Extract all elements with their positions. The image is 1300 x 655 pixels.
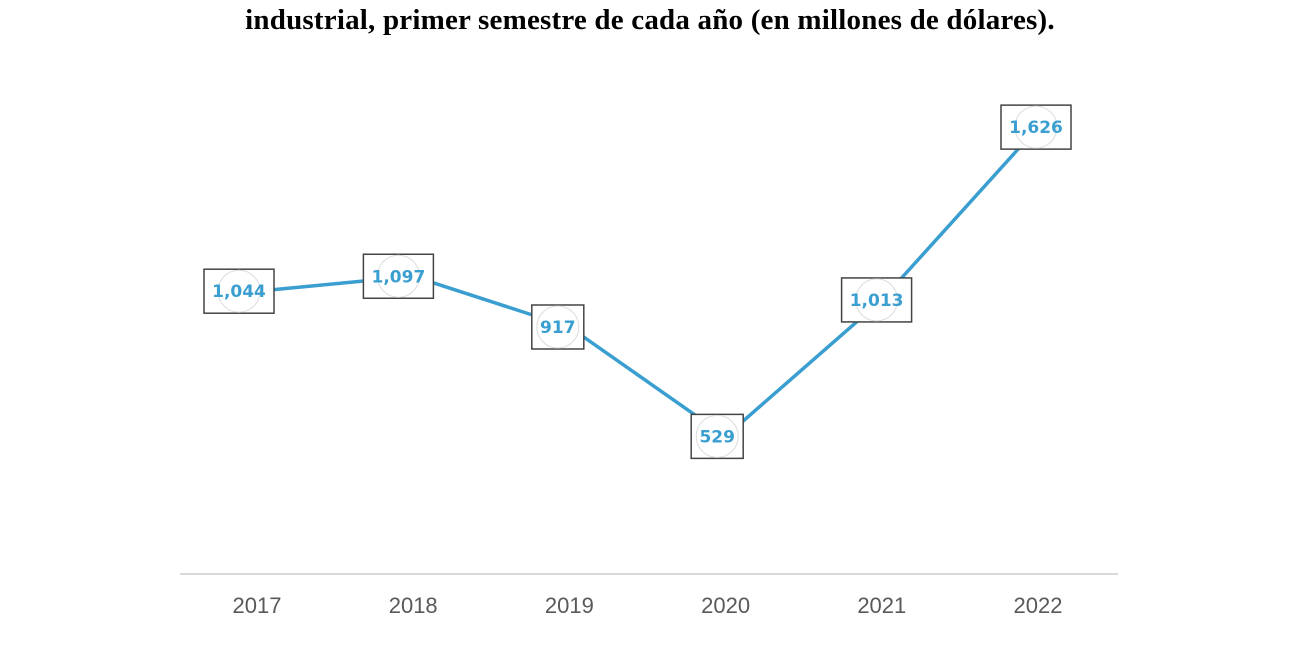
data-label-box <box>690 413 744 460</box>
data-label-text: 1,097 <box>372 267 426 287</box>
data-label-text: 1,013 <box>850 291 904 311</box>
x-tick-label: 2022 <box>1014 593 1063 618</box>
data-label-text: 1,044 <box>212 282 266 302</box>
data-label-box <box>1000 104 1072 150</box>
data-label-text: 917 <box>540 318 576 338</box>
data-label-box <box>362 253 435 300</box>
x-tick-label: 2018 <box>389 593 438 618</box>
x-tick-label: 2021 <box>857 593 906 618</box>
data-label-box <box>840 277 913 323</box>
data-label-box <box>203 268 275 314</box>
data-label: 1,626 <box>1000 104 1072 150</box>
x-tick-label: 2020 <box>701 593 750 618</box>
data-point-marker <box>695 414 739 458</box>
x-tick-label: 2019 <box>545 593 594 618</box>
data-label-text: 529 <box>699 427 735 447</box>
data-point-marker <box>376 254 420 298</box>
data-point-marker <box>217 269 261 313</box>
data-label-text: 1,626 <box>1009 118 1063 138</box>
data-label: 917 <box>531 304 585 350</box>
data-label: 1,013 <box>840 277 913 323</box>
data-label-box <box>531 304 585 350</box>
data-point-marker <box>855 278 899 322</box>
x-tick-label: 2017 <box>233 593 282 618</box>
data-point-marker <box>1014 105 1058 149</box>
data-point-marker <box>536 305 580 349</box>
data-label: 1,044 <box>203 268 275 314</box>
chart-title: industrial, primer semestre de cada año … <box>245 4 1055 36</box>
data-label: 1,097 <box>362 253 435 300</box>
data-label: 529 <box>690 413 744 460</box>
